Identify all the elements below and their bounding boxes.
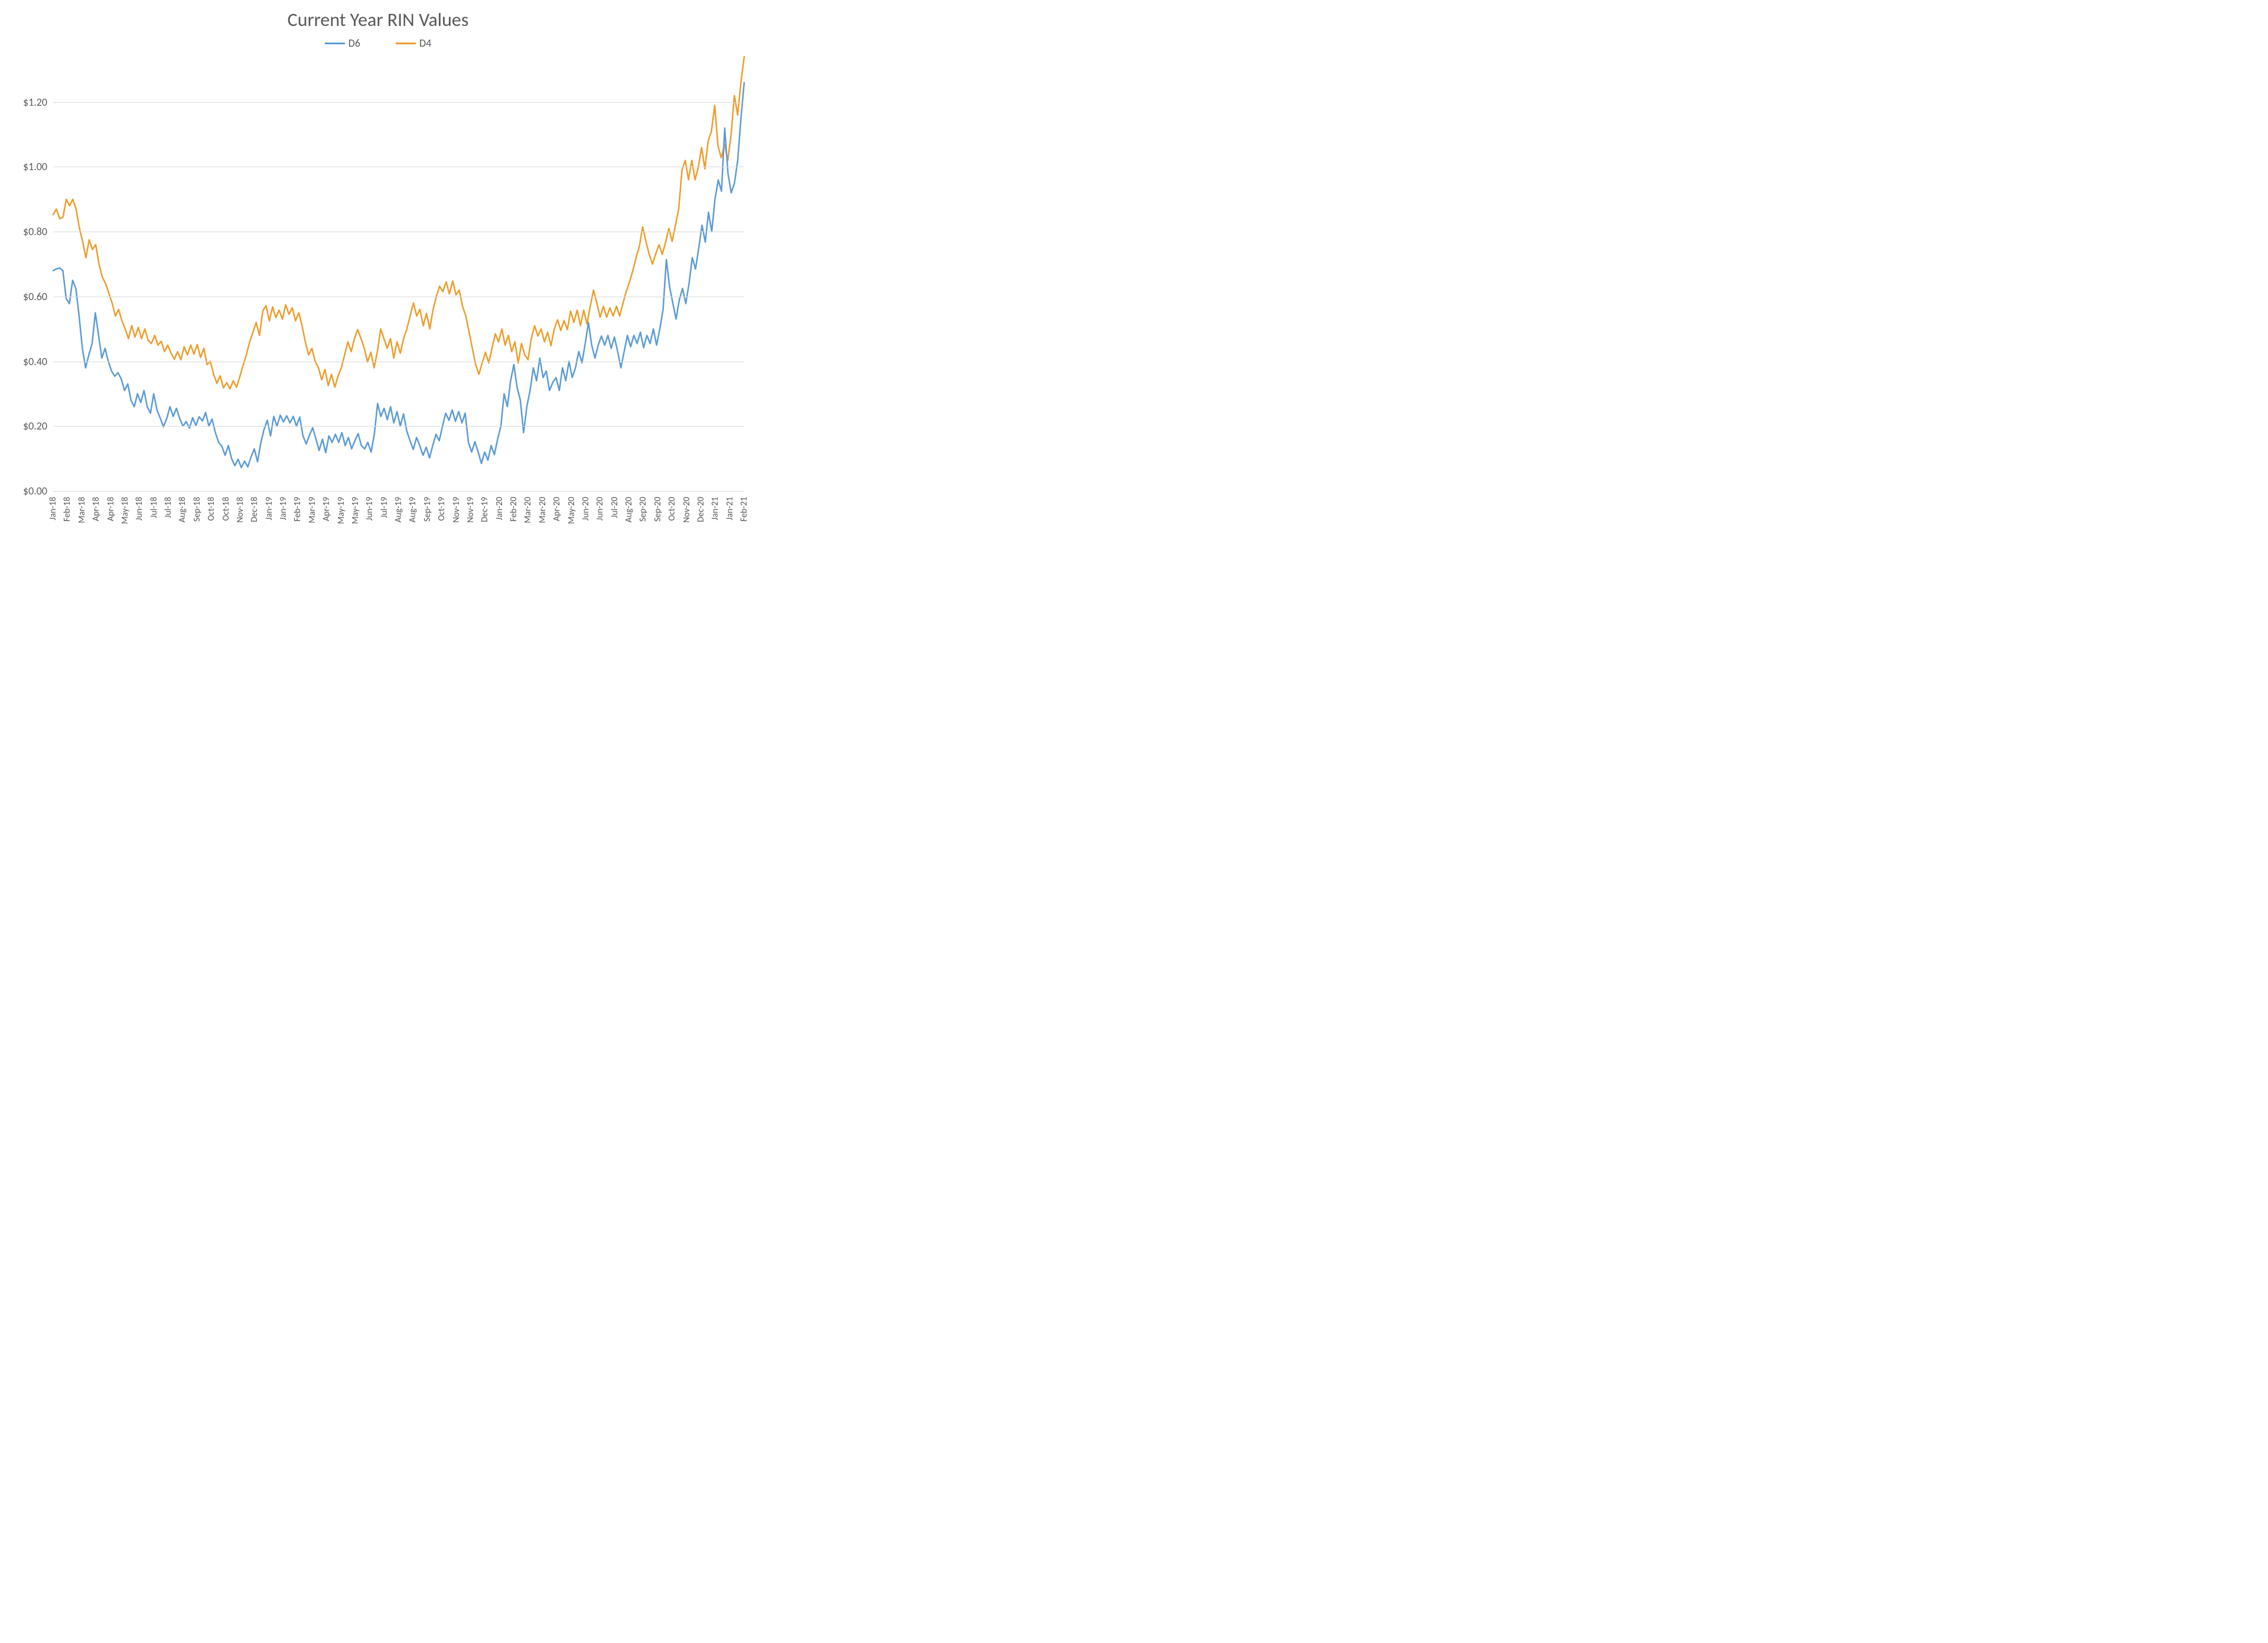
y-tick-label: $0.00 [6, 484, 47, 497]
gridline [53, 491, 744, 492]
legend-item-d6: D6 [325, 37, 360, 50]
gridline [53, 426, 744, 427]
plot-area: $0.00$0.20$0.40$0.60$0.80$1.00$1.20Jan-1… [53, 57, 744, 491]
x-tick-label: Mar-20 [523, 497, 533, 523]
legend-label-d4: D4 [419, 37, 431, 50]
x-tick-label: Apr-18 [106, 497, 116, 521]
x-tick-label: Nov-18 [235, 497, 246, 523]
x-tick-label: Jan-19 [278, 497, 289, 520]
x-tick-label: Jul-19 [379, 497, 390, 518]
x-tick-label: Mar-19 [307, 497, 318, 523]
x-tick-label: Oct-19 [436, 497, 447, 521]
x-tick-label: Feb-18 [62, 497, 73, 522]
x-tick-label: Jun-19 [364, 497, 375, 520]
series-line-d4 [53, 57, 744, 389]
x-tick-label: Jun-20 [595, 497, 605, 520]
chart-title: Current Year RIN Values [0, 8, 756, 31]
x-tick-label: Aug-19 [408, 497, 418, 522]
series-line-d6 [53, 83, 744, 468]
x-tick-label: May-19 [336, 497, 347, 524]
x-tick-label: May-20 [566, 497, 577, 524]
legend-swatch-d4 [396, 43, 416, 44]
x-tick-label: Jul-18 [163, 497, 174, 518]
x-tick-label: Sep-18 [192, 497, 203, 522]
legend-item-d4: D4 [396, 37, 431, 50]
chart-legend: D6 D4 [0, 37, 756, 50]
x-tick-label: Dec-20 [696, 497, 706, 522]
x-tick-label: Oct-18 [206, 497, 217, 521]
x-tick-label: Nov-19 [451, 497, 462, 523]
x-tick-label: Jan-20 [494, 497, 505, 520]
x-tick-label: Feb-20 [509, 497, 519, 522]
x-tick-label: Sep-19 [422, 497, 433, 522]
x-tick-label: May-18 [120, 497, 131, 524]
x-tick-label: Aug-20 [624, 497, 634, 522]
x-tick-label: Aug-18 [177, 497, 188, 522]
x-tick-label: Apr-19 [321, 497, 332, 521]
x-tick-label: Apr-18 [91, 497, 102, 521]
x-tick-label: Jun-20 [581, 497, 591, 520]
x-tick-label: May-19 [350, 497, 361, 524]
gridline [53, 102, 744, 103]
x-tick-label: Oct-20 [667, 497, 677, 521]
y-tick-label: $0.80 [6, 225, 47, 238]
rin-chart: Current Year RIN Values D6 D4 $0.00$0.20… [0, 0, 756, 548]
y-tick-label: $0.40 [6, 355, 47, 368]
x-tick-label: Jun-18 [134, 497, 145, 520]
x-tick-label: Jan-21 [710, 497, 721, 520]
legend-swatch-d6 [325, 43, 345, 44]
x-tick-label: Feb-19 [292, 497, 303, 522]
x-tick-label: Apr-20 [552, 497, 562, 521]
x-tick-label: Dec-18 [249, 497, 260, 522]
x-tick-label: Jan-19 [264, 497, 275, 520]
y-tick-label: $1.00 [6, 160, 47, 173]
x-tick-label: Dec-19 [480, 497, 490, 522]
x-tick-label: Aug-19 [393, 497, 404, 522]
x-tick-label: Jul-20 [610, 497, 620, 518]
x-tick-label: Mar-18 [77, 497, 87, 523]
y-tick-label: $0.20 [6, 419, 47, 432]
y-tick-label: $0.60 [6, 290, 47, 303]
x-tick-label: Jan-18 [48, 497, 58, 520]
x-tick-label: Nov-20 [682, 497, 692, 523]
legend-label-d6: D6 [348, 37, 360, 50]
x-tick-label: Nov-19 [465, 497, 476, 523]
x-tick-label: Sep-20 [638, 497, 649, 522]
x-tick-label: Jul-18 [149, 497, 159, 518]
y-tick-label: $1.20 [6, 96, 47, 109]
x-tick-label: Sep-20 [653, 497, 663, 522]
x-tick-label: Mar-20 [537, 497, 548, 523]
x-tick-label: Oct-18 [221, 497, 232, 521]
x-tick-label: Feb-21 [739, 497, 750, 522]
x-tick-label: Jan-21 [725, 497, 735, 520]
